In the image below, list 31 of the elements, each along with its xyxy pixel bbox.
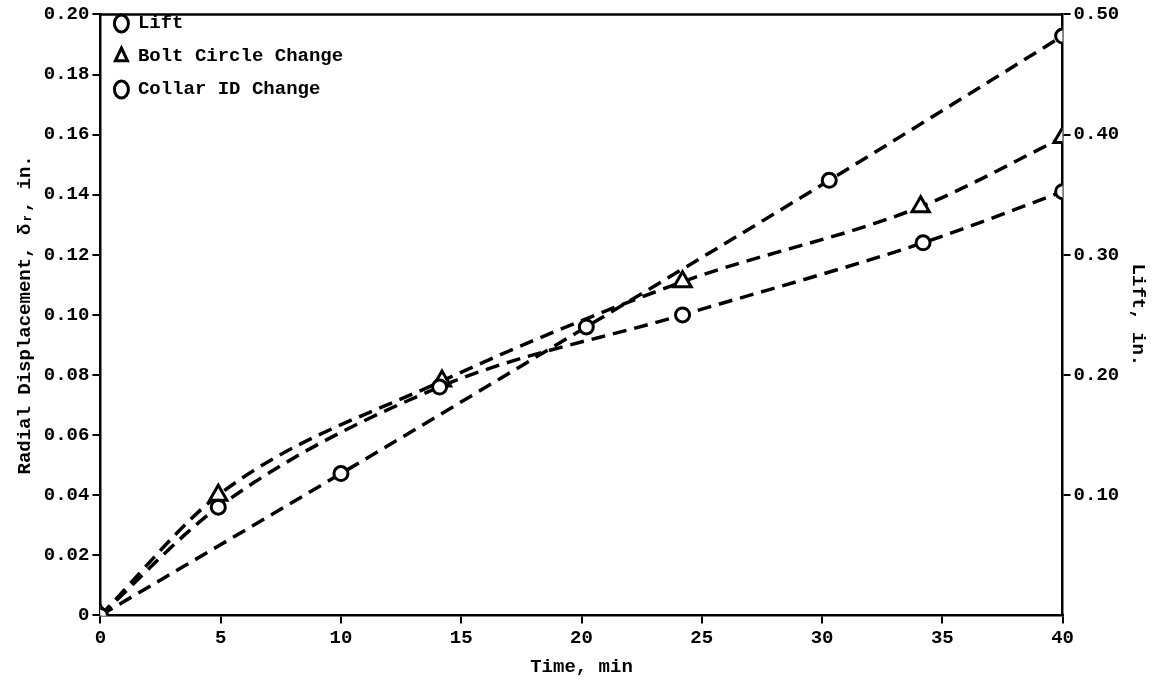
x-tick-label: 5 [214, 626, 227, 649]
y2-tick-label: 0.20 [1073, 363, 1120, 386]
y-tick-label: 0.02 [43, 544, 90, 567]
x-tick-label: 0 [94, 626, 107, 649]
y-tick-label: 0.10 [43, 303, 90, 326]
y2-tick-label: 0.40 [1073, 123, 1120, 146]
x-tick-label: 25 [690, 626, 714, 649]
x-tick-label: 30 [810, 626, 834, 649]
x-tick-label: 10 [329, 626, 353, 649]
y-tick-label: 0.12 [43, 243, 90, 266]
y-tick-label: 0.04 [43, 483, 90, 506]
x-axis-title: Time, min [530, 656, 633, 679]
x-tick-label: 40 [1051, 626, 1074, 649]
y-tick-label: 0.06 [43, 423, 90, 446]
y-tick-label: 0.20 [43, 3, 90, 26]
x-tick-label: 15 [449, 626, 473, 649]
y2-axis-title: Lift, in. [1126, 263, 1149, 367]
y-tick-label: 0.14 [43, 183, 90, 206]
y2-tick-label: 0.30 [1073, 243, 1120, 266]
x-tick-label: 35 [930, 626, 954, 649]
legend-label: Collar ID Change [137, 78, 321, 101]
x-tick-label: 20 [570, 626, 593, 649]
y2-tick-label: 0.10 [1073, 483, 1120, 506]
y-tick-label: 0 [78, 604, 90, 627]
y2-tick-label: 0.50 [1073, 3, 1120, 26]
y-tick-label: 0.18 [43, 63, 90, 86]
y-tick-label: 0.16 [43, 123, 90, 146]
legend-label: Bolt Circle Change [137, 45, 344, 68]
y-axis-title: Radial Displacement, δᵣ, in. [14, 155, 37, 475]
y-tick-label: 0.08 [43, 363, 90, 386]
legend-label: Lift [137, 12, 184, 35]
